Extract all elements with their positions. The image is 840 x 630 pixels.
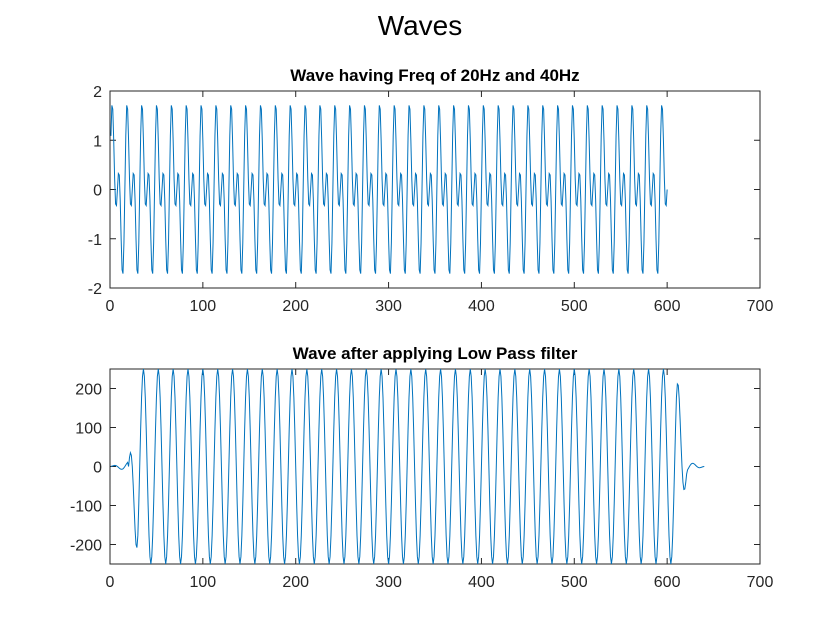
subplot-2-x-tick-label: 700	[747, 574, 774, 591]
subplot-1-y-tick-label: -2	[88, 281, 102, 298]
subplot-1-x-tick-label: 300	[375, 298, 402, 315]
subplot-1-y-tick-label: 1	[93, 133, 102, 150]
subplot-1-x-tick-label: 200	[282, 298, 309, 315]
subplot-2-x-tick-label: 200	[282, 574, 309, 591]
subplot-1-x-tick-label: 400	[468, 298, 495, 315]
subplot-2-series-line	[110, 368, 705, 565]
subplot-1-y-tick-label: -1	[88, 232, 102, 249]
subplot-2-title: Wave after applying Low Pass filter	[293, 344, 578, 363]
subplot-2-y-tick-label: -100	[70, 499, 102, 516]
subplot-1-x-tick-label: 700	[747, 298, 774, 315]
subplot-2-y-tick-label: 100	[75, 421, 102, 438]
subplot-2-x-tick-label: 300	[375, 574, 402, 591]
subplot-2-x-tick-label: 0	[106, 574, 115, 591]
subplot-1-x-tick-label: 100	[190, 298, 217, 315]
subplot-2-x-tick-label: 600	[654, 574, 681, 591]
subplot-1-y-tick-label: 0	[93, 183, 102, 200]
subplot-2-y-tick-label: -200	[70, 538, 102, 555]
subplot-2-x-tick-label: 500	[561, 574, 588, 591]
subplot-1-series-line	[110, 105, 668, 274]
figure-title: Waves	[377, 10, 463, 41]
subplot-1-x-tick-label: 0	[106, 298, 115, 315]
subplot-1-x-tick-label: 500	[561, 298, 588, 315]
subplot-2-y-tick-label: 0	[93, 460, 102, 477]
subplot-2-x-tick-label: 400	[468, 574, 495, 591]
subplot-1-x-tick-label: 600	[654, 298, 681, 315]
subplot-1-title: Wave having Freq of 20Hz and 40Hz	[290, 66, 579, 85]
subplot-2-y-tick-label: 200	[75, 382, 102, 399]
subplot-1-y-tick-label: 2	[93, 84, 102, 101]
subplot-1-axes-box	[109, 90, 761, 289]
subplot-2-x-tick-label: 100	[190, 574, 217, 591]
